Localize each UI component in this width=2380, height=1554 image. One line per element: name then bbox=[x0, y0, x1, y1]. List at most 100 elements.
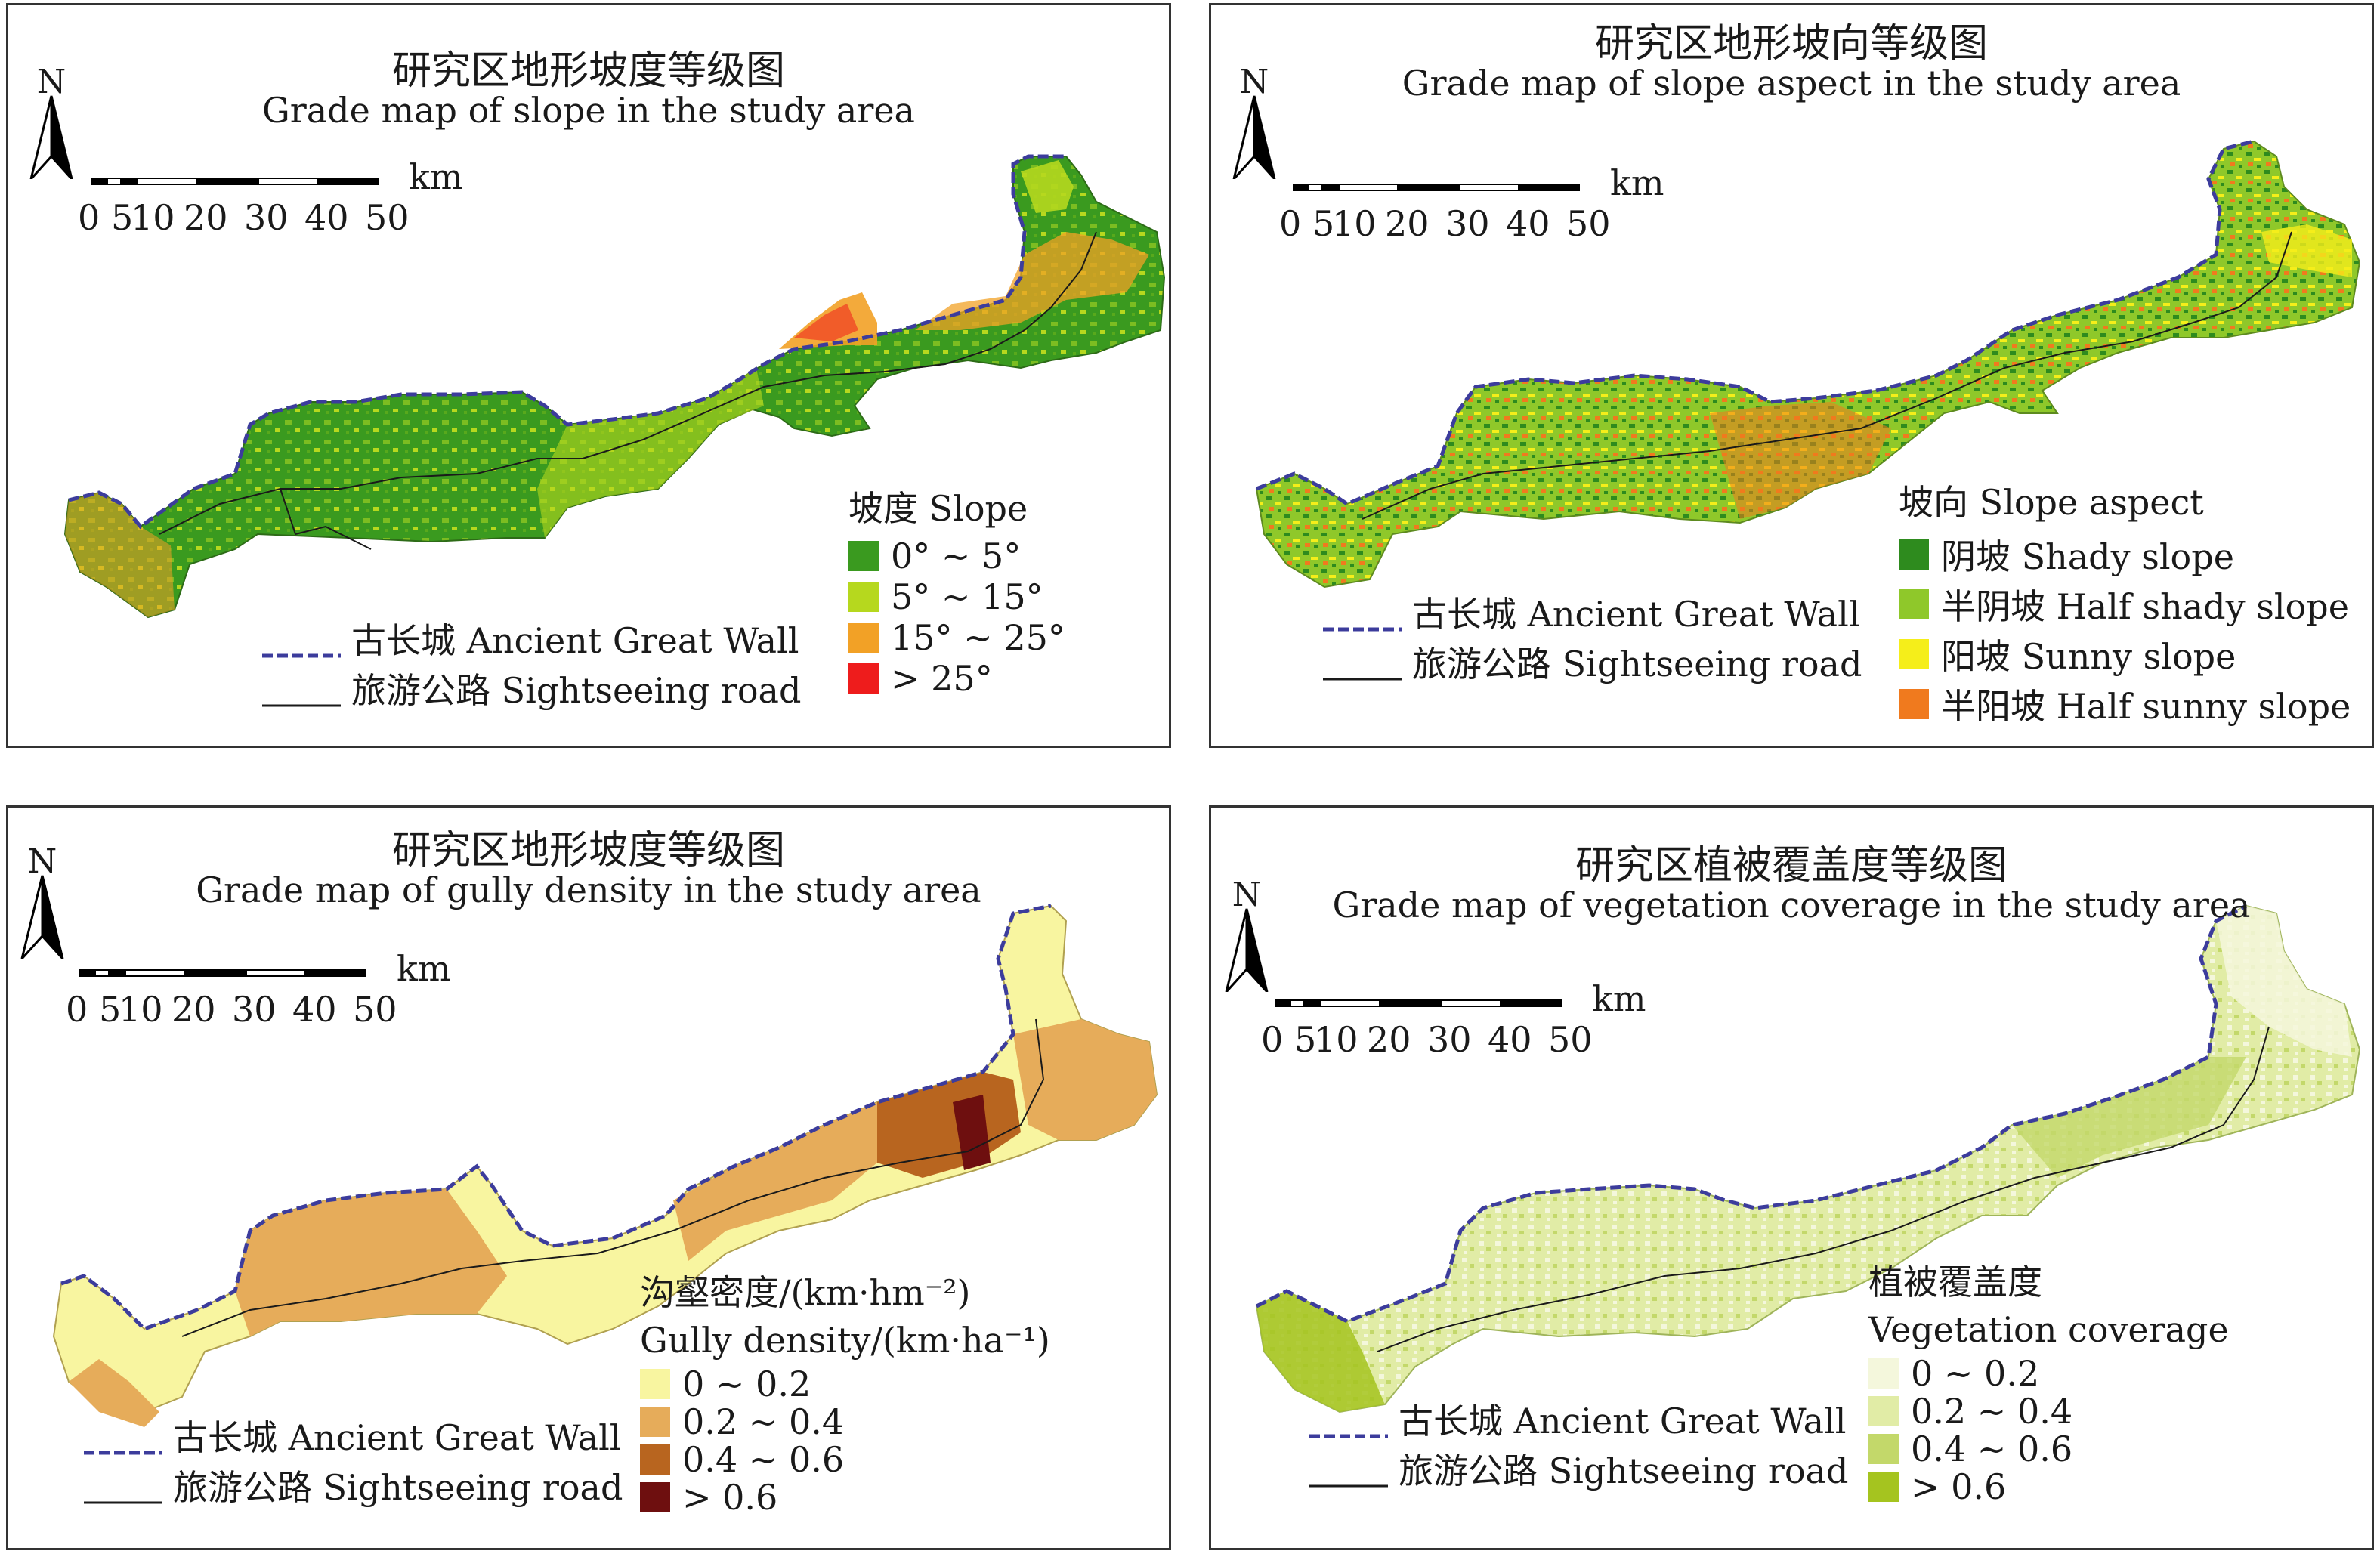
great-wall-line bbox=[1256, 139, 2255, 506]
legend-row: 0.2 ~ 0.4 bbox=[640, 1401, 1050, 1442]
slope-red-zone bbox=[794, 304, 858, 341]
legend-label: 0 ~ 0.2 bbox=[1911, 1353, 2040, 1394]
road-line bbox=[1377, 1026, 2270, 1352]
slope-west-zone bbox=[65, 493, 175, 617]
north-label: N bbox=[36, 63, 66, 101]
legend-row: 阳坡 Sunny slope bbox=[1899, 629, 2351, 679]
legend-row: > 0.6 bbox=[640, 1477, 1050, 1518]
scale-unit: km bbox=[397, 948, 451, 989]
legend-swatch bbox=[1899, 639, 1929, 669]
legend-label: 0 ~ 0.2 bbox=[682, 1364, 811, 1404]
great-wall-line bbox=[68, 154, 1066, 530]
scale-tick: 0 bbox=[1279, 203, 1302, 244]
scale-tick: 50 bbox=[353, 989, 397, 1030]
legend-swatch bbox=[640, 1444, 670, 1475]
north-arrow: N bbox=[1220, 876, 1273, 992]
legend-label: 0° ~ 5° bbox=[891, 536, 1022, 576]
map-title-cn: 研究区地形坡度等级图 bbox=[391, 48, 785, 94]
legend-swatch bbox=[848, 582, 879, 612]
scale-tick: 50 bbox=[1548, 1019, 1593, 1060]
vegetation-low-zone bbox=[2216, 906, 2352, 1057]
legend-label: 阳坡 Sunny slope bbox=[1941, 636, 2236, 677]
legend-swatch bbox=[640, 1369, 670, 1399]
legend-row: 5° ~ 15° bbox=[848, 576, 1065, 617]
legend-swatch bbox=[1868, 1358, 1899, 1389]
road-legend: 旅游公路 Sightseeing road bbox=[1323, 637, 1862, 687]
north-label: N bbox=[1239, 63, 1269, 101]
slope-steep-zone-ne bbox=[915, 232, 1149, 330]
scale-tick: 30 bbox=[1445, 203, 1490, 244]
scale-tick: 40 bbox=[1506, 203, 1550, 244]
legend-title-en: Vegetation coverage bbox=[1868, 1309, 2229, 1350]
scale-tick: 0 bbox=[1261, 1019, 1284, 1060]
north-arrow: N bbox=[16, 842, 69, 959]
road-line bbox=[181, 1018, 1045, 1337]
scale-tick: 40 bbox=[292, 989, 337, 1030]
scale-tick: 5 bbox=[99, 989, 122, 1030]
great-wall-legend: 古长城 Ancient Great Wall bbox=[1309, 1394, 1848, 1444]
aspect-half-sunny-zone bbox=[1710, 402, 1891, 519]
scale-tick: 20 bbox=[184, 197, 228, 238]
legend-swatch bbox=[848, 623, 879, 653]
legend-label: 0.4 ~ 0.6 bbox=[682, 1439, 845, 1480]
scale-tick: 10 bbox=[131, 197, 175, 238]
north-arrow-icon bbox=[20, 875, 64, 959]
slope-legend: 坡度 Slope 0° ~ 5° 5° ~ 15° 15° ~ 25° > 25… bbox=[848, 481, 1065, 699]
scale-tick: 50 bbox=[365, 197, 410, 238]
panel-vegetation-map: 研究区植被覆盖度等级图 Grade map of vegetation cove… bbox=[1209, 805, 2374, 1550]
scale-unit: km bbox=[409, 156, 463, 197]
panel-aspect-map: 研究区地形坡向等级图 Grade map of slope aspect in … bbox=[1209, 3, 2374, 748]
scale-tick: 0 bbox=[78, 197, 100, 238]
scale-tick: 10 bbox=[1332, 203, 1377, 244]
road-label: 旅游公路 Sightseeing road bbox=[351, 670, 802, 711]
scale-tick: 10 bbox=[1314, 1019, 1358, 1060]
legend-label: 阴坡 Shady slope bbox=[1941, 536, 2234, 577]
map-title-cn: 研究区植被覆盖度等级图 bbox=[1575, 843, 2008, 888]
legend-label: > 25° bbox=[891, 658, 993, 699]
scale-tick: 30 bbox=[244, 197, 289, 238]
scale-tick: 5 bbox=[1312, 203, 1335, 244]
great-wall-line bbox=[1255, 904, 2248, 1324]
road-legend: 旅游公路 Sightseeing road bbox=[1309, 1444, 1848, 1494]
map-title-en: Grade map of gully density in the study … bbox=[196, 870, 981, 910]
aspect-legend: 坡向 Slope aspect 阴坡 Shady slope 半阴坡 Half … bbox=[1899, 475, 2351, 729]
scale-tick: 5 bbox=[111, 197, 134, 238]
north-label: N bbox=[27, 842, 57, 881]
legend-swatch bbox=[848, 541, 879, 571]
road-line bbox=[1362, 231, 2292, 520]
road-legend: 旅游公路 Sightseeing road bbox=[84, 1460, 623, 1510]
map-title-en: Grade map of slope aspect in the study a… bbox=[1402, 63, 2181, 103]
scale-bar: km 0 5 10 20 30 40 50 bbox=[1260, 978, 1652, 1083]
legend-row: 半阳坡 Half sunny slope bbox=[1899, 679, 2351, 729]
great-wall-line bbox=[60, 904, 1052, 1331]
legend-swatch bbox=[640, 1407, 670, 1437]
scale-unit: km bbox=[1610, 162, 1664, 203]
legend-row: 阴坡 Shady slope bbox=[1899, 530, 2351, 579]
road-line bbox=[159, 231, 1097, 535]
legend-label: 15° ~ 25° bbox=[891, 617, 1065, 658]
legend-label: 0.4 ~ 0.6 bbox=[1911, 1429, 2073, 1469]
legend-label: 0.2 ~ 0.4 bbox=[1911, 1391, 2073, 1432]
gully-zone-over-0.6 bbox=[953, 1095, 991, 1170]
aspect-map-region bbox=[1255, 139, 2361, 589]
legend-label: 5° ~ 15° bbox=[891, 576, 1043, 617]
legend-label: 半阳坡 Half sunny slope bbox=[1941, 686, 2351, 727]
road-label: 旅游公路 Sightseeing road bbox=[173, 1467, 623, 1508]
scale-tick: 50 bbox=[1566, 203, 1611, 244]
vegetation-mid-zone bbox=[2012, 1057, 2246, 1178]
legend-row: 0.4 ~ 0.6 bbox=[1868, 1429, 2229, 1469]
legend-swatch bbox=[640, 1482, 670, 1512]
road-label: 旅游公路 Sightseeing road bbox=[1412, 644, 1862, 684]
north-arrow: N bbox=[25, 63, 78, 179]
legend-label: > 0.6 bbox=[1911, 1466, 2007, 1507]
legend-swatch bbox=[1899, 689, 1929, 719]
scale-bar: km 0 5 10 20 30 40 50 bbox=[76, 156, 469, 261]
road-line bbox=[280, 488, 372, 550]
north-arrow: N bbox=[1228, 63, 1281, 179]
north-arrow-icon bbox=[1225, 908, 1269, 992]
legend-row: 半阴坡 Half shady slope bbox=[1899, 579, 2351, 629]
vegetation-map-region bbox=[1255, 904, 2361, 1413]
legend-row: 0° ~ 5° bbox=[848, 536, 1065, 576]
gully-zone-0.2-0.4 bbox=[1013, 1019, 1157, 1140]
map-title-cn: 研究区地形坡向等级图 bbox=[1594, 21, 1988, 66]
